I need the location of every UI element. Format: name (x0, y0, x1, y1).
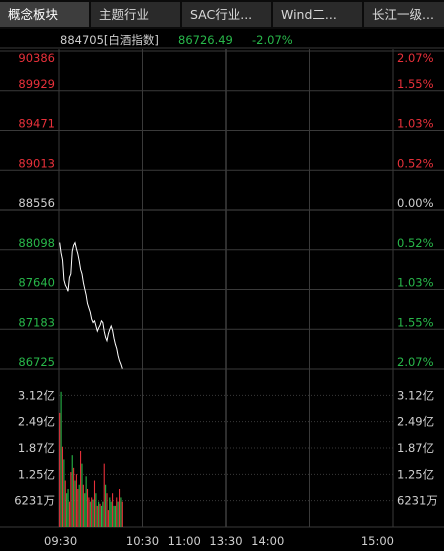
volume-tick-label: 1.87亿 (397, 441, 434, 455)
volume-bar (85, 476, 87, 527)
volume-bar (74, 480, 76, 527)
volume-bar (121, 501, 123, 527)
volume-bar (112, 493, 114, 527)
percent-tick-label: 0.52% (397, 156, 434, 170)
tab-wind-level2[interactable]: Wind二... (273, 2, 362, 27)
volume-tick-label: 1.87亿 (18, 441, 55, 455)
last-price: 86726.49 (178, 33, 233, 47)
percent-tick-label: 1.03% (397, 276, 434, 290)
volume-bar (77, 488, 79, 527)
percent-tick-label: 0.00% (397, 196, 434, 210)
volume-bar (106, 493, 108, 527)
volume-axis-labels-right: 3.12亿 2.49亿 1.87亿 1.25亿 6231万 (397, 388, 438, 507)
percent-tick-label: 1.55% (397, 315, 434, 329)
percent-tick-label: 1.03% (397, 117, 434, 131)
intraday-chart[interactable]: 884705[白酒指数] 86726.49 -2.07% 90386 89929 8… (0, 29, 444, 551)
price-axis-labels: 90386 89929 89471 89013 88556 88098 87640 87183… (18, 51, 55, 369)
tab-concept-sector[interactable]: 概念板块 (0, 2, 89, 27)
volume-bar (61, 446, 64, 527)
index-code-name: 884705[白酒指数] (60, 33, 159, 47)
time-tick-label: 13:30 (209, 534, 242, 548)
price-tick-label: 90386 (18, 51, 55, 65)
volume-bar (113, 505, 115, 527)
price-tick-label: 89013 (18, 156, 55, 170)
percent-tick-label: 2.07% (397, 51, 434, 65)
volume-tick-label: 1.25亿 (397, 467, 434, 481)
tab-sac-industry[interactable]: SAC行业... (182, 2, 271, 27)
volume-bar (71, 455, 73, 527)
volume-bar (73, 467, 75, 527)
change-percent: -2.07% (252, 33, 293, 47)
volume-axis-labels-left: 3.12亿 2.49亿 1.87亿 1.25亿 6231万 (14, 388, 55, 507)
chart-grid (0, 47, 444, 528)
time-tick-label: 15:00 (361, 534, 394, 548)
time-tick-label: 09:30 (44, 534, 77, 548)
price-tick-label: 89929 (18, 77, 55, 91)
volume-bar (98, 501, 100, 527)
volume-bar (84, 493, 86, 527)
volume-bar (67, 488, 69, 527)
volume-bar (92, 499, 94, 527)
tab-theme-industry[interactable]: 主题行业 (91, 2, 180, 27)
volume-bar (75, 474, 77, 527)
volume-bar (96, 505, 98, 527)
percent-tick-label: 2.07% (397, 355, 434, 369)
percent-axis-labels: 2.07% 1.55% 1.03% 0.52% 0.00% 0.52% 1.03% 1.55%… (397, 51, 434, 369)
sector-tab-bar: 概念板块 主题行业 SAC行业... Wind二... 长江一级... (0, 0, 444, 29)
volume-bar (64, 480, 66, 527)
tab-changjiang-level1[interactable]: 长江一级... (364, 2, 444, 27)
volume-bar (60, 391, 62, 527)
volume-bar (59, 412, 61, 527)
price-tick-label: 87183 (18, 315, 55, 329)
volume-bar (89, 501, 91, 527)
volume-bar (110, 501, 112, 527)
volume-bar (66, 493, 68, 527)
volume-bar (103, 463, 105, 527)
price-tick-label: 89471 (18, 117, 55, 131)
volume-bar (81, 463, 83, 527)
volume-bar (70, 472, 72, 527)
volume-bar (117, 501, 119, 527)
volume-bar (86, 488, 89, 527)
volume-tick-label: 2.49亿 (18, 415, 55, 429)
volume-tick-label: 2.49亿 (397, 415, 434, 429)
price-tick-label: 87640 (18, 276, 55, 290)
price-tick-label: 88098 (18, 236, 55, 250)
time-tick-label: 11:00 (168, 534, 201, 548)
volume-bar (88, 497, 90, 527)
volume-tick-label: 1.25亿 (18, 467, 55, 481)
volume-bar (99, 503, 101, 527)
volume-bar (120, 497, 122, 527)
percent-tick-label: 1.55% (397, 77, 434, 91)
time-axis-labels: 09:30 10:30 11:00 13:30 14:00 15:00 (44, 534, 394, 548)
volume-tick-label: 6231万 (397, 494, 438, 508)
time-tick-label: 14:00 (251, 534, 284, 548)
volume-bar (102, 501, 104, 527)
volume-tick-label: 3.12亿 (18, 388, 55, 402)
volume-bar (100, 505, 102, 527)
price-tick-label: 88556 (18, 196, 55, 210)
volume-bar (93, 480, 96, 527)
volume-bar (105, 484, 107, 527)
time-tick-label: 10:30 (126, 534, 159, 548)
volume-bar (107, 510, 109, 527)
volume-bar (78, 484, 80, 527)
price-line (59, 241, 123, 369)
volume-bar (118, 488, 121, 527)
volume-tick-label: 6231万 (14, 494, 55, 508)
percent-tick-label: 0.52% (397, 236, 434, 250)
volume-bar (114, 505, 116, 527)
volume-bar (109, 497, 111, 527)
volume-bar (95, 493, 97, 527)
volume-tick-label: 3.12亿 (397, 388, 434, 402)
price-tick-label: 86725 (18, 355, 55, 369)
volume-bar (63, 459, 65, 527)
volume-bars (59, 391, 123, 527)
volume-bar (82, 484, 84, 527)
volume-bar (80, 450, 82, 527)
volume-bar (68, 501, 70, 527)
volume-bar (116, 497, 118, 527)
volume-bar (91, 497, 93, 527)
